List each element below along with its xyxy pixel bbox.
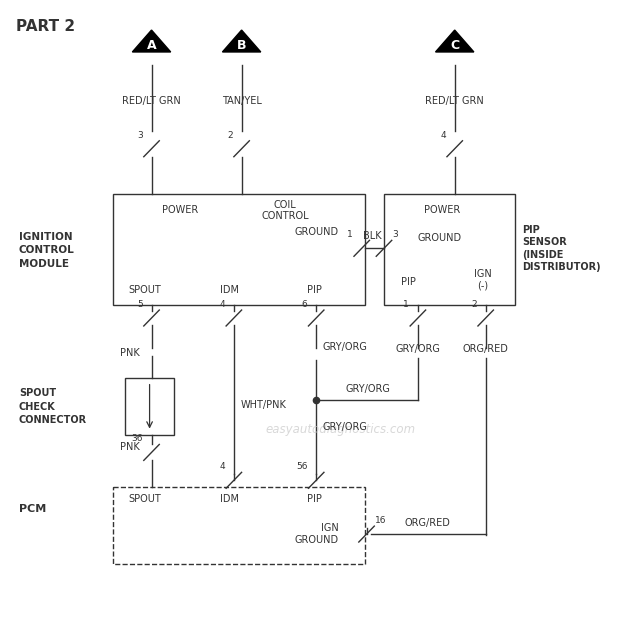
Text: PIP: PIP bbox=[400, 277, 416, 287]
Polygon shape bbox=[436, 30, 474, 52]
Text: GRY/ORG: GRY/ORG bbox=[396, 344, 441, 354]
Text: 16: 16 bbox=[375, 516, 387, 525]
Text: 36: 36 bbox=[131, 435, 143, 444]
Text: PART 2: PART 2 bbox=[16, 19, 75, 35]
Text: SPOUT: SPOUT bbox=[129, 494, 161, 504]
Bar bbox=[112, 487, 365, 564]
Text: GRY/ORG: GRY/ORG bbox=[323, 342, 368, 352]
Text: IDM: IDM bbox=[219, 494, 239, 504]
Bar bbox=[112, 193, 365, 305]
Polygon shape bbox=[222, 30, 261, 52]
Text: 6: 6 bbox=[302, 300, 308, 309]
Text: 2: 2 bbox=[472, 300, 477, 309]
Text: 4: 4 bbox=[219, 462, 225, 471]
Text: 1: 1 bbox=[347, 230, 353, 239]
Text: 4: 4 bbox=[441, 131, 446, 140]
Text: PIP: PIP bbox=[307, 285, 322, 295]
Text: PIP: PIP bbox=[307, 494, 322, 504]
Bar bbox=[384, 193, 515, 305]
Text: 2: 2 bbox=[227, 131, 233, 140]
Bar bbox=[125, 378, 174, 435]
Text: WHT/PNK: WHT/PNK bbox=[240, 399, 287, 410]
Text: GRY/ORG: GRY/ORG bbox=[323, 422, 368, 431]
Text: PNK: PNK bbox=[120, 348, 140, 358]
Text: IGNITION
CONTROL
MODULE: IGNITION CONTROL MODULE bbox=[19, 232, 75, 269]
Text: PCM: PCM bbox=[19, 504, 46, 514]
Text: ORG/RED: ORG/RED bbox=[463, 344, 509, 354]
Text: 3: 3 bbox=[392, 230, 399, 239]
Text: C: C bbox=[450, 38, 459, 52]
Text: RED/LT GRN: RED/LT GRN bbox=[425, 96, 484, 106]
Text: IGN
(-): IGN (-) bbox=[474, 269, 492, 291]
Text: 56: 56 bbox=[296, 462, 308, 471]
Text: PNK: PNK bbox=[120, 442, 140, 452]
Text: COIL
CONTROL: COIL CONTROL bbox=[261, 200, 309, 221]
Text: RED/LT GRN: RED/LT GRN bbox=[122, 96, 181, 106]
Text: SPOUT: SPOUT bbox=[129, 285, 161, 295]
Text: GROUND: GROUND bbox=[418, 234, 462, 243]
Polygon shape bbox=[132, 30, 171, 52]
Text: 5: 5 bbox=[137, 300, 143, 309]
Text: POWER: POWER bbox=[424, 205, 460, 216]
Text: 1: 1 bbox=[404, 300, 409, 309]
Text: A: A bbox=[146, 38, 156, 52]
Text: easyautodiagnostics.com: easyautodiagnostics.com bbox=[265, 423, 415, 436]
Text: 3: 3 bbox=[137, 131, 143, 140]
Text: IGN
GROUND: IGN GROUND bbox=[294, 524, 339, 545]
Text: PIP
SENSOR
(INSIDE
DISTRIBUTOR): PIP SENSOR (INSIDE DISTRIBUTOR) bbox=[522, 225, 601, 272]
Text: BLK: BLK bbox=[363, 231, 382, 241]
Text: ORG/RED: ORG/RED bbox=[405, 518, 451, 528]
Text: TAN/YEL: TAN/YEL bbox=[222, 96, 261, 106]
Text: POWER: POWER bbox=[163, 205, 199, 216]
Text: SPOUT
CHECK
CONNECTOR: SPOUT CHECK CONNECTOR bbox=[19, 388, 87, 425]
Text: B: B bbox=[237, 38, 247, 52]
Text: IDM: IDM bbox=[219, 285, 239, 295]
Text: GROUND: GROUND bbox=[294, 227, 339, 237]
Text: 4: 4 bbox=[219, 300, 225, 309]
Text: GRY/ORG: GRY/ORG bbox=[345, 383, 390, 394]
